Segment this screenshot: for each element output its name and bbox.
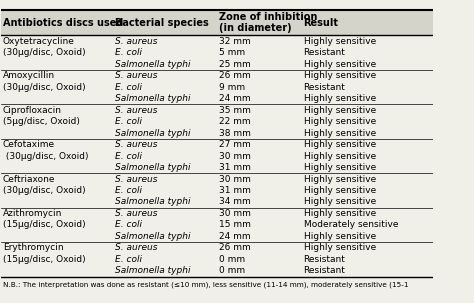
Text: 31 mm: 31 mm: [219, 163, 251, 172]
Text: 0 mm: 0 mm: [219, 266, 245, 275]
Text: 38 mm: 38 mm: [219, 128, 251, 138]
Text: Salmonella typhi: Salmonella typhi: [115, 266, 191, 275]
Text: 5 mm: 5 mm: [219, 48, 245, 57]
Text: Highly sensitive: Highly sensitive: [303, 60, 376, 68]
Text: (30μg/disc, Oxoid): (30μg/disc, Oxoid): [3, 152, 88, 161]
Text: E. coli: E. coli: [115, 117, 142, 126]
Text: Highly sensitive: Highly sensitive: [303, 232, 376, 241]
Text: Highly sensitive: Highly sensitive: [303, 37, 376, 46]
Text: Resistant: Resistant: [303, 255, 346, 264]
Text: Highly sensitive: Highly sensitive: [303, 152, 376, 161]
Text: (30μg/disc, Oxoid): (30μg/disc, Oxoid): [3, 48, 85, 57]
Text: Salmonella typhi: Salmonella typhi: [115, 94, 191, 103]
Text: S. aureus: S. aureus: [115, 37, 158, 46]
Bar: [0, 10, 433, 35]
Text: Highly sensitive: Highly sensitive: [303, 243, 376, 252]
Text: E. coli: E. coli: [115, 152, 142, 161]
Text: (30μg/disc, Oxoid): (30μg/disc, Oxoid): [3, 186, 85, 195]
Text: S. aureus: S. aureus: [115, 105, 158, 115]
Text: 31 mm: 31 mm: [219, 186, 251, 195]
Text: E. coli: E. coli: [115, 83, 142, 92]
Text: Moderately sensitive: Moderately sensitive: [303, 221, 398, 229]
Text: Ceftriaxone: Ceftriaxone: [3, 175, 55, 184]
Text: Salmonella typhi: Salmonella typhi: [115, 60, 191, 68]
Text: N.B.: The interpretation was done as resistant (≤10 mm), less sensitive (11-14 m: N.B.: The interpretation was done as res…: [3, 282, 409, 288]
Text: S. aureus: S. aureus: [115, 243, 158, 252]
Text: Result: Result: [303, 18, 338, 28]
Text: (15μg/disc, Oxoid): (15μg/disc, Oxoid): [3, 221, 85, 229]
Text: S. aureus: S. aureus: [115, 209, 158, 218]
Text: E. coli: E. coli: [115, 48, 142, 57]
Text: Resistant: Resistant: [303, 48, 346, 57]
Text: Highly sensitive: Highly sensitive: [303, 175, 376, 184]
Text: 35 mm: 35 mm: [219, 105, 251, 115]
Text: Cefotaxime: Cefotaxime: [3, 140, 55, 149]
Text: Salmonella typhi: Salmonella typhi: [115, 198, 191, 206]
Text: (5μg/disc, Oxoid): (5μg/disc, Oxoid): [3, 117, 80, 126]
Text: Azithromycin: Azithromycin: [3, 209, 62, 218]
Text: (30μg/disc, Oxoid): (30μg/disc, Oxoid): [3, 83, 85, 92]
Text: S. aureus: S. aureus: [115, 175, 158, 184]
Text: Highly sensitive: Highly sensitive: [303, 105, 376, 115]
Text: 0 mm: 0 mm: [219, 255, 245, 264]
Text: Salmonella typhi: Salmonella typhi: [115, 163, 191, 172]
Text: Highly sensitive: Highly sensitive: [303, 71, 376, 80]
Text: Highly sensitive: Highly sensitive: [303, 94, 376, 103]
Text: Highly sensitive: Highly sensitive: [303, 209, 376, 218]
Text: 25 mm: 25 mm: [219, 60, 251, 68]
Text: Amoxycillin: Amoxycillin: [3, 71, 55, 80]
Text: 30 mm: 30 mm: [219, 152, 251, 161]
Text: Highly sensitive: Highly sensitive: [303, 198, 376, 206]
Text: 15 mm: 15 mm: [219, 221, 251, 229]
Text: 30 mm: 30 mm: [219, 209, 251, 218]
Text: Highly sensitive: Highly sensitive: [303, 117, 376, 126]
Text: S. aureus: S. aureus: [115, 71, 158, 80]
Text: Highly sensitive: Highly sensitive: [303, 140, 376, 149]
Text: 30 mm: 30 mm: [219, 175, 251, 184]
Text: E. coli: E. coli: [115, 186, 142, 195]
Text: 26 mm: 26 mm: [219, 243, 251, 252]
Text: Oxytetracycline: Oxytetracycline: [3, 37, 75, 46]
Text: 26 mm: 26 mm: [219, 71, 251, 80]
Text: Salmonella typhi: Salmonella typhi: [115, 128, 191, 138]
Text: 22 mm: 22 mm: [219, 117, 251, 126]
Text: Resistant: Resistant: [303, 83, 346, 92]
Text: 9 mm: 9 mm: [219, 83, 245, 92]
Text: E. coli: E. coli: [115, 221, 142, 229]
Text: Highly sensitive: Highly sensitive: [303, 128, 376, 138]
Text: Antibiotics discs used: Antibiotics discs used: [3, 18, 123, 28]
Text: Salmonella typhi: Salmonella typhi: [115, 232, 191, 241]
Text: 34 mm: 34 mm: [219, 198, 251, 206]
Text: Highly sensitive: Highly sensitive: [303, 163, 376, 172]
Text: E. coli: E. coli: [115, 255, 142, 264]
Text: Zone of inhibition
(in diameter): Zone of inhibition (in diameter): [219, 12, 318, 33]
Text: Highly sensitive: Highly sensitive: [303, 186, 376, 195]
Text: (15μg/disc, Oxoid): (15μg/disc, Oxoid): [3, 255, 85, 264]
Text: S. aureus: S. aureus: [115, 140, 158, 149]
Text: 24 mm: 24 mm: [219, 232, 251, 241]
Text: 24 mm: 24 mm: [219, 94, 251, 103]
Text: Bacterial species: Bacterial species: [115, 18, 209, 28]
Text: Erythromycin: Erythromycin: [3, 243, 64, 252]
Text: 27 mm: 27 mm: [219, 140, 251, 149]
Text: 32 mm: 32 mm: [219, 37, 251, 46]
Text: Resistant: Resistant: [303, 266, 346, 275]
Text: Ciprofloxacin: Ciprofloxacin: [3, 105, 62, 115]
